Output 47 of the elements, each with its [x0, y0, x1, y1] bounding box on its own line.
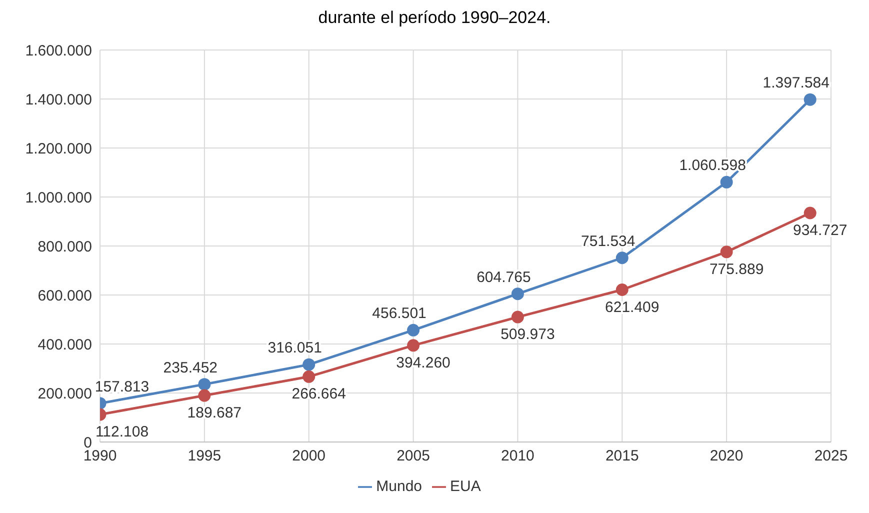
legend-label: Mundo — [376, 478, 422, 495]
data-label: 509.973 — [500, 326, 555, 344]
data-label: 112.108 — [95, 424, 149, 441]
y-tick-label: 1.600.000 — [25, 42, 92, 60]
point — [302, 358, 316, 371]
data-label: 751.534 — [581, 232, 636, 250]
data-label: 621.409 — [605, 298, 660, 316]
y-tick-label: 800.000 — [38, 238, 92, 256]
point — [198, 378, 211, 391]
x-tick-label: 2010 — [501, 448, 534, 465]
data-label: 775.889 — [709, 260, 764, 278]
x-tick-label: 2015 — [605, 448, 639, 465]
data-label: 189.687 — [187, 404, 242, 422]
x-tick-label: 1995 — [188, 448, 222, 465]
data-label: 1.397.584 — [762, 74, 830, 92]
point — [804, 93, 816, 106]
data-label: 266.664 — [292, 386, 346, 403]
y-tick-label: 1.400.000 — [25, 91, 92, 108]
point — [616, 284, 628, 296]
point — [407, 339, 420, 352]
x-tick-label: 2005 — [396, 448, 430, 465]
point — [804, 206, 816, 220]
data-label: 316.051 — [268, 340, 322, 357]
point — [302, 370, 316, 383]
point — [511, 288, 524, 300]
y-tick-label: 200.000 — [38, 385, 92, 402]
point — [720, 246, 733, 258]
point — [616, 252, 628, 264]
point — [407, 324, 420, 336]
x-tick-label: 2020 — [710, 448, 744, 465]
x-tick-label: 2000 — [292, 448, 326, 465]
chart-title: durante el período 1990–2024. — [317, 8, 552, 29]
y-tick-label: 600.000 — [38, 287, 92, 304]
y-tick-label: 1.200.000 — [25, 140, 92, 158]
legend-label: EUA — [450, 478, 481, 495]
data-label: 934.727 — [792, 222, 848, 239]
y-tick-label: 400.000 — [38, 336, 92, 354]
point — [720, 176, 733, 188]
data-label: 604.765 — [476, 268, 531, 286]
point — [511, 310, 524, 324]
data-label: 456.501 — [372, 305, 426, 322]
data-label: 394.260 — [396, 354, 450, 372]
x-tick-label: 2025 — [814, 448, 848, 465]
y-tick-label: 1.000.000 — [25, 189, 92, 206]
data-label: 157.813 — [94, 378, 150, 396]
point — [198, 389, 211, 402]
data-label: 235.452 — [163, 359, 218, 376]
